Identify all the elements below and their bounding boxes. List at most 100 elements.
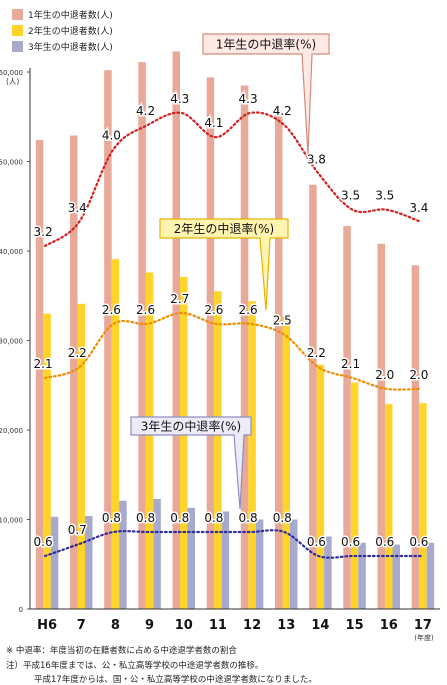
x-tick-label: 15	[346, 618, 364, 633]
rate-label: 2.6	[239, 303, 258, 317]
rate-callout-label: 1年生の中退率(%)	[216, 37, 316, 52]
rate-label: 4.3	[170, 92, 189, 106]
legend-label: 1年生の中退者数(人)	[28, 9, 113, 21]
bar-series-2	[214, 291, 222, 609]
rate-label: 0.8	[170, 511, 189, 525]
y-tick-label: 40,000	[0, 248, 23, 256]
bar-series-3	[153, 498, 161, 609]
rate-label: 4.0	[102, 128, 121, 142]
bar-series-3	[119, 500, 127, 609]
rate-label: 3.4	[409, 201, 428, 215]
x-tick-label: 7	[77, 618, 86, 633]
rate-label: 2.1	[34, 357, 53, 371]
x-tick-label: 17	[414, 618, 432, 633]
rate-label: 0.6	[307, 535, 326, 549]
x-tick-label: 11	[209, 618, 227, 633]
rate-label: 2.1	[341, 357, 360, 371]
rate-callout-box	[159, 218, 289, 311]
bar-series-3	[290, 519, 298, 609]
x-tick-label: 16	[380, 618, 398, 633]
footnote-rate-definition: ※ 中退率：年度当初の在籍者数に占める中途退学者数の割合	[6, 646, 237, 656]
bar-series-3	[358, 542, 366, 609]
bar-series-3	[187, 507, 195, 609]
rate-label: 0.8	[273, 511, 292, 525]
bar-series-1	[35, 140, 44, 609]
rate-callout-box	[202, 33, 330, 155]
footnote-note-2: 平成17年度からは、国・公・私立高等学校の中途退学者数になりました。	[34, 675, 317, 685]
x-axis-unit: (年度)	[414, 633, 434, 642]
bar-series-3	[426, 542, 435, 609]
legend-swatch	[12, 9, 23, 20]
rate-label: 0.6	[341, 535, 360, 549]
bar-series-1	[411, 265, 420, 609]
bar-series-2	[350, 382, 359, 609]
rate-callout-label: 2年生の中退率(%)	[174, 221, 274, 236]
x-tick-label: 12	[243, 618, 261, 633]
bar-series-2	[180, 276, 188, 609]
rate-label: 4.3	[239, 92, 258, 106]
rate-callout-label: 3年生の中退率(%)	[141, 419, 241, 434]
rate-label: 2.2	[307, 346, 326, 360]
y-tick-label: 30,000	[0, 338, 23, 346]
rate-label: 3.4	[68, 201, 87, 215]
bar-series-3	[221, 511, 230, 609]
rate-line-1	[43, 111, 423, 248]
bar-series-1	[309, 184, 317, 609]
x-tick-label: H6	[37, 618, 57, 633]
bar-series-1	[138, 62, 146, 609]
rate-label: 2.5	[273, 314, 292, 328]
bar-series-3	[255, 519, 264, 609]
rate-label: 0.8	[102, 511, 121, 525]
bar-series-3	[392, 544, 400, 609]
rate-label: 2.6	[204, 303, 223, 317]
legend-swatch	[12, 25, 23, 36]
bar-series-1	[70, 135, 78, 610]
rate-label: 0.8	[204, 511, 223, 525]
legend-swatch	[12, 41, 23, 52]
x-tick-label: 10	[175, 618, 193, 633]
y-tick-label: 20,000	[0, 427, 23, 435]
x-tick-label: 13	[277, 618, 295, 633]
x-tick-label: 8	[111, 618, 120, 633]
bar-series-2	[145, 272, 154, 609]
bar-series-1	[104, 70, 112, 609]
rate-label: 2.2	[68, 346, 87, 360]
rate-label: 0.8	[239, 511, 258, 525]
rate-label: 2.0	[375, 368, 394, 382]
rate-label: 2.6	[136, 303, 155, 317]
y-axis-unit: (人)	[6, 77, 19, 86]
rate-label: 0.6	[34, 535, 53, 549]
x-tick-label: 9	[145, 618, 154, 633]
bar-series-1	[377, 243, 385, 609]
bar-series-2	[111, 259, 120, 609]
bar-series-2	[43, 313, 51, 609]
bar-series-2	[419, 403, 427, 609]
legend-label: 2年生の中退者数(人)	[28, 25, 113, 37]
rate-label: 4.2	[136, 104, 155, 118]
bar-series-1	[275, 113, 283, 610]
rate-label: 4.2	[273, 104, 292, 118]
x-tick-label: 14	[311, 618, 329, 633]
bar-series-1	[343, 225, 351, 609]
bar-series-2	[316, 364, 325, 609]
rate-label: 2.6	[102, 303, 121, 317]
bar-series-3	[85, 515, 93, 609]
bar-series-3	[324, 536, 332, 609]
rate-line-3	[43, 529, 423, 559]
rate-label: 0.7	[68, 523, 87, 537]
bar-series-3	[50, 516, 59, 609]
y-tick-label: 60,000	[0, 69, 23, 77]
y-tick-label: 50,000	[0, 159, 23, 167]
bar-series-1	[206, 77, 215, 610]
bar-series-2	[385, 404, 393, 609]
rate-label: 3.5	[341, 189, 360, 203]
rate-label: 0.8	[136, 511, 155, 525]
legend-label: 3年生の中退者数(人)	[28, 41, 113, 53]
rate-label: 2.0	[409, 368, 428, 382]
bar-series-1	[240, 85, 249, 610]
bar-series-1	[172, 51, 180, 610]
rate-line-2	[43, 311, 423, 391]
rate-label: 0.6	[375, 535, 394, 549]
